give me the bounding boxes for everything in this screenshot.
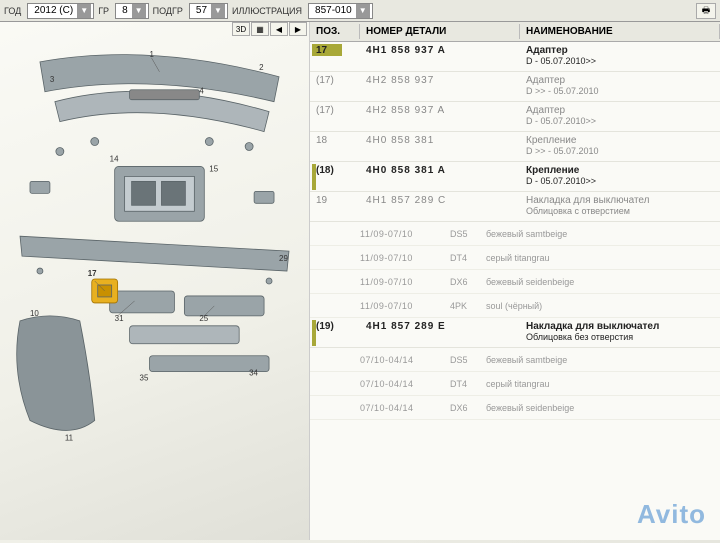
exploded-diagram[interactable]: 12 34 1415 17 1029 3125 3534 11 <box>0 22 309 540</box>
gr-label: ГР <box>98 6 109 16</box>
cell-part: 4H1 857 289 C <box>360 192 520 221</box>
svg-text:29: 29 <box>279 254 288 263</box>
table-row[interactable]: 194H1 857 289 CНакладка для выключателОб… <box>310 192 720 222</box>
cell-part: 4H0 858 381 <box>360 132 520 161</box>
cell-part: 4H0 858 381 A <box>360 162 520 191</box>
cell-name: Накладка для выключателОблицовка с отвер… <box>520 192 720 221</box>
illust-combo[interactable]: 857-010 ▼ <box>308 3 373 19</box>
svg-text:1: 1 <box>150 50 155 59</box>
col-part[interactable]: НОМЕР ДЕТАЛИ <box>360 24 520 39</box>
table-row[interactable]: (19)4H1 857 289 EНакладка для выключател… <box>310 318 720 348</box>
svg-text:10: 10 <box>30 309 39 318</box>
cell-pos: (18) <box>310 162 360 191</box>
cell-pos: 18 <box>310 132 360 161</box>
svg-text:14: 14 <box>110 154 119 163</box>
variant-row[interactable]: 11/09-07/10DS5бежевый samtbeige <box>310 222 720 246</box>
variant-row[interactable]: 07/10-04/14DS5бежевый samtbeige <box>310 348 720 372</box>
chevron-down-icon[interactable]: ▼ <box>356 4 370 18</box>
svg-text:2: 2 <box>259 63 264 72</box>
table-header: ПОЗ. НОМЕР ДЕТАЛИ НАИМЕНОВАНИЕ <box>310 22 720 42</box>
variant-row[interactable]: 07/10-04/14DX6бежевый seidenbeige <box>310 396 720 420</box>
variant-row[interactable]: 11/09-07/10DT4серый titangrau <box>310 246 720 270</box>
year-combo[interactable]: 2012 (C) ▼ <box>27 3 94 19</box>
table-row[interactable]: 184H0 858 381КреплениеD >> - 05.07.2010 <box>310 132 720 162</box>
col-name[interactable]: НАИМЕНОВАНИЕ <box>520 24 720 39</box>
cell-name: КреплениеD - 05.07.2010>> <box>520 162 720 191</box>
diagram-pane: 3D ▦ ◀ ▶ <box>0 22 310 540</box>
main-split: 3D ▦ ◀ ▶ <box>0 22 720 540</box>
chevron-down-icon[interactable]: ▼ <box>77 4 91 18</box>
table-row[interactable]: 174H1 858 937 AАдаптерD - 05.07.2010>> <box>310 42 720 72</box>
cell-name: КреплениеD >> - 05.07.2010 <box>520 132 720 161</box>
svg-text:3: 3 <box>50 75 55 84</box>
print-button[interactable]: 🖶 <box>696 3 716 19</box>
svg-text:35: 35 <box>140 374 149 383</box>
cell-name: АдаптерD - 05.07.2010>> <box>520 102 720 131</box>
cell-pos: 17 <box>310 42 360 71</box>
cell-name: АдаптерD - 05.07.2010>> <box>520 42 720 71</box>
table-row[interactable]: (17)4H2 858 937АдаптерD >> - 05.07.2010 <box>310 72 720 102</box>
cell-pos: (17) <box>310 102 360 131</box>
illust-label: ИЛЛЮСТРАЦИЯ <box>232 6 302 16</box>
chevron-down-icon[interactable]: ▼ <box>132 4 146 18</box>
svg-text:15: 15 <box>209 164 218 173</box>
subgr-combo[interactable]: 57 ▼ <box>189 3 228 19</box>
col-pos[interactable]: ПОЗ. <box>310 24 360 39</box>
cell-part: 4H2 858 937 A <box>360 102 520 131</box>
variant-row[interactable]: 07/10-04/14DT4серый titangrau <box>310 372 720 396</box>
svg-text:4: 4 <box>199 87 204 96</box>
variant-row[interactable]: 11/09-07/10DX6бежевый seidenbeige <box>310 270 720 294</box>
year-label: ГОД <box>4 6 21 16</box>
cell-part: 4H1 858 937 A <box>360 42 520 71</box>
toolbar-right: 🖶 <box>696 3 716 19</box>
svg-text:11: 11 <box>65 433 74 442</box>
cell-pos: (19) <box>310 318 360 347</box>
table-row[interactable]: (17)4H2 858 937 AАдаптерD - 05.07.2010>> <box>310 102 720 132</box>
subgr-label: ПОДГР <box>153 6 183 16</box>
table-body: 174H1 858 937 AАдаптерD - 05.07.2010>>(1… <box>310 42 720 420</box>
svg-text:34: 34 <box>249 369 258 378</box>
svg-text:17: 17 <box>88 269 97 278</box>
cell-pos: (17) <box>310 72 360 101</box>
cell-pos: 19 <box>310 192 360 221</box>
svg-text:25: 25 <box>199 314 208 323</box>
parts-table: ПОЗ. НОМЕР ДЕТАЛИ НАИМЕНОВАНИЕ 174H1 858… <box>310 22 720 540</box>
chevron-down-icon[interactable]: ▼ <box>211 4 225 18</box>
cell-part: 4H1 857 289 E <box>360 318 520 347</box>
top-filter-bar: ГОД 2012 (C) ▼ ГР 8 ▼ ПОДГР 57 ▼ ИЛЛЮСТР… <box>0 0 720 22</box>
gr-combo[interactable]: 8 ▼ <box>115 3 149 19</box>
cell-name: АдаптерD >> - 05.07.2010 <box>520 72 720 101</box>
cell-part: 4H2 858 937 <box>360 72 520 101</box>
svg-text:31: 31 <box>115 314 124 323</box>
cell-name: Накладка для выключателОблицовка без отв… <box>520 318 720 347</box>
table-row[interactable]: (18)4H0 858 381 AКреплениеD - 05.07.2010… <box>310 162 720 192</box>
variant-row[interactable]: 11/09-07/104PKsoul (чёрный) <box>310 294 720 318</box>
